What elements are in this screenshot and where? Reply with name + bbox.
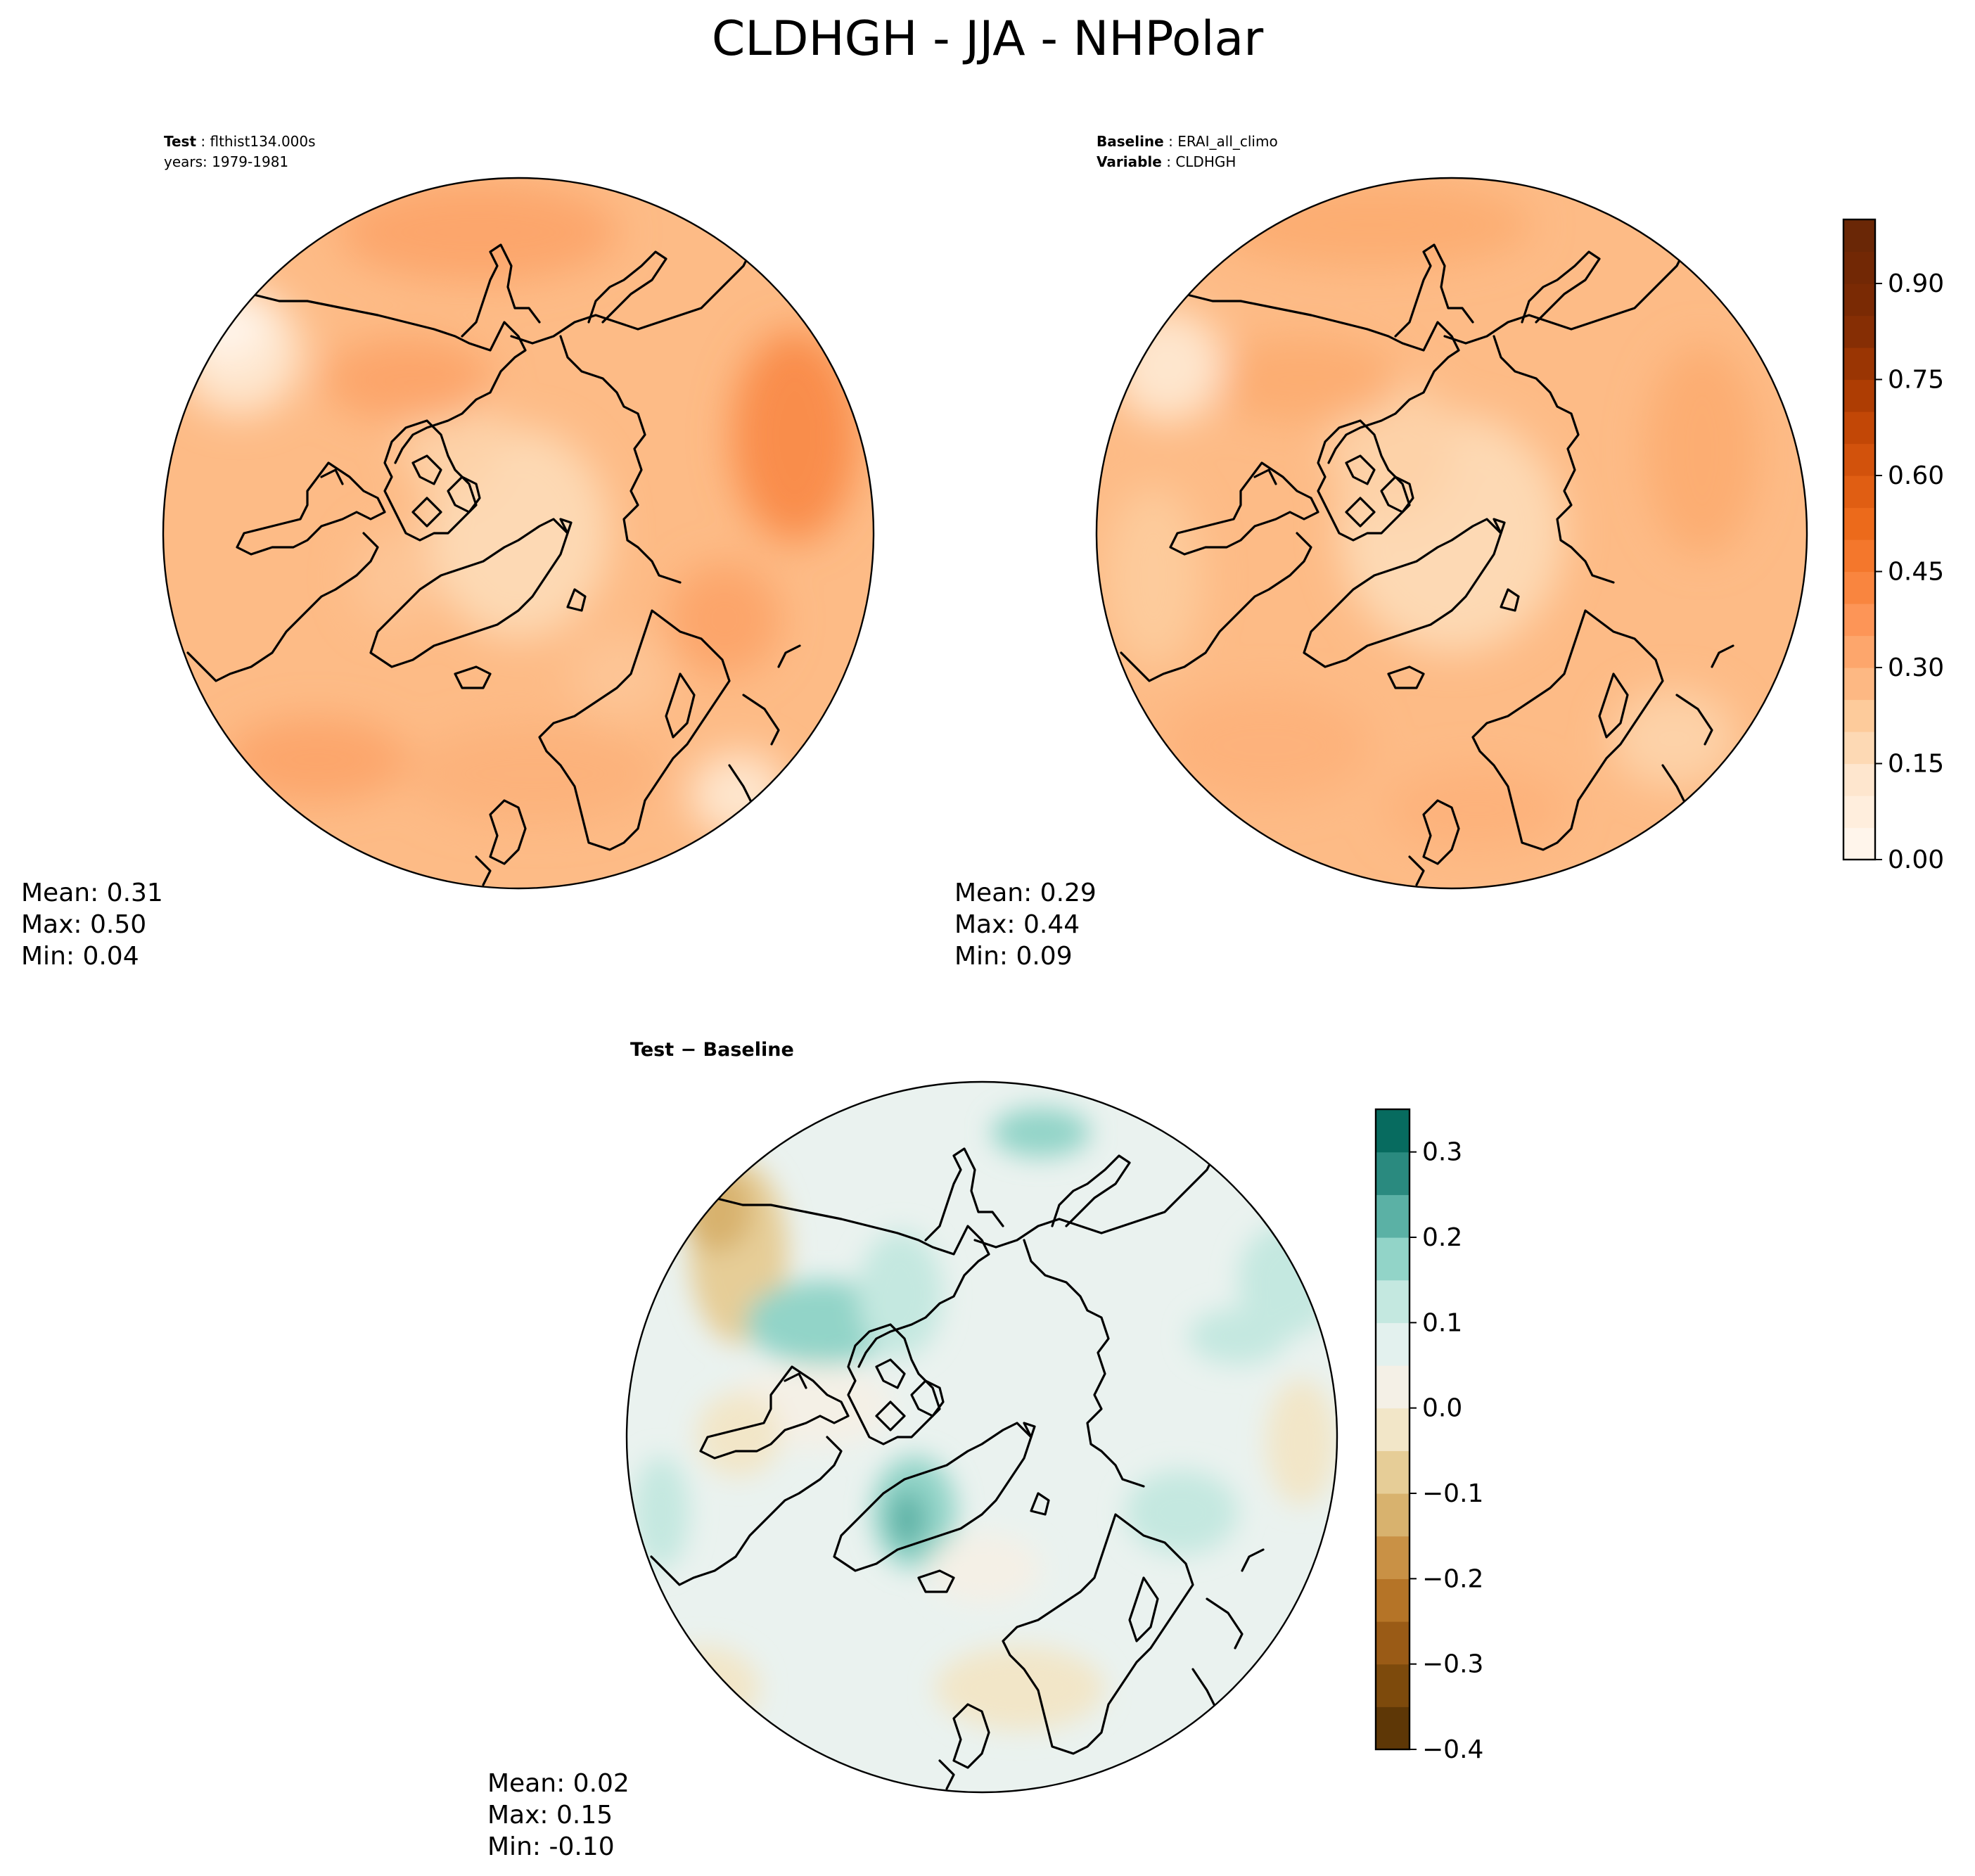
main-colorbar-segment bbox=[1843, 411, 1875, 445]
main-colorbar-segment bbox=[1843, 315, 1875, 348]
main-colorbar-segment bbox=[1843, 699, 1875, 732]
diff-map-border bbox=[625, 1080, 1338, 1794]
main-colorbar-tick-label: 0.15 bbox=[1888, 750, 1944, 779]
diff-colorbar-tick-label: −0.2 bbox=[1422, 1564, 1483, 1593]
test-header-label: Test bbox=[164, 133, 196, 150]
baseline-header-label: Baseline bbox=[1097, 133, 1164, 150]
main-colorbar-tick-label: 0.00 bbox=[1888, 846, 1944, 874]
test-mean: Mean: 0.31 bbox=[21, 879, 163, 907]
main-colorbar-segment bbox=[1843, 219, 1875, 253]
main-colorbar-segment bbox=[1843, 796, 1875, 829]
diff-colorbar-tick-label: 0.0 bbox=[1422, 1394, 1462, 1423]
baseline-header: Baseline : ERAI_all_climo bbox=[1097, 133, 1278, 150]
test-header-value: flthist134.000s bbox=[210, 133, 315, 150]
diff-colorbar-segment bbox=[1376, 1194, 1410, 1238]
diff-colorbar-segment bbox=[1376, 1280, 1410, 1323]
test-map bbox=[163, 178, 874, 888]
diff-colorbar-tick-label: −0.4 bbox=[1422, 1735, 1483, 1764]
diff-colorbar-tick-label: −0.1 bbox=[1422, 1479, 1483, 1508]
main-colorbar-segment bbox=[1843, 507, 1875, 540]
main-colorbar-tick-label: 0.90 bbox=[1888, 269, 1944, 298]
baseline-map bbox=[1097, 178, 1807, 888]
baseline-variable: Variable : CLDHGH bbox=[1097, 153, 1236, 170]
test-subheader: years: 1979-1981 bbox=[164, 153, 288, 170]
diff-mean: Mean: 0.02 bbox=[487, 1769, 629, 1798]
main-colorbar-segment bbox=[1843, 540, 1875, 573]
diff-panel: Test − Baseline bbox=[487, 1039, 1338, 1861]
main-colorbar-segment bbox=[1843, 668, 1875, 701]
diff-colorbar-segment bbox=[1376, 1109, 1410, 1153]
main-colorbar-segment bbox=[1843, 763, 1875, 796]
colorbar-diff: −0.4 −0.3 −0.2 −0.1 0.0 0.1 0.2 0.3 bbox=[1374, 1108, 1483, 1764]
diff-colorbar-tick-label: 0.3 bbox=[1422, 1138, 1462, 1167]
baseline-max: Max: 0.44 bbox=[954, 910, 1080, 939]
baseline-mean: Mean: 0.29 bbox=[954, 879, 1097, 907]
baseline-var-label: Variable bbox=[1097, 153, 1162, 170]
baseline-map-border bbox=[1095, 177, 1808, 890]
diff-title: Test − Baseline bbox=[630, 1039, 794, 1061]
diff-colorbar-segment bbox=[1376, 1365, 1410, 1409]
baseline-min: Min: 0.09 bbox=[954, 942, 1073, 971]
diff-colorbar-segment bbox=[1376, 1237, 1410, 1281]
test-map-border bbox=[162, 177, 875, 890]
diff-colorbar-segment bbox=[1376, 1536, 1410, 1579]
main-colorbar-segment bbox=[1843, 827, 1875, 860]
diff-min: Min: -0.10 bbox=[487, 1832, 615, 1861]
main-colorbar-frame bbox=[1842, 218, 1877, 861]
diff-colorbar-tick-label: 0.1 bbox=[1422, 1308, 1462, 1337]
diff-colorbar-segment bbox=[1376, 1664, 1410, 1707]
diff-colorbar-tick-label: 0.2 bbox=[1422, 1223, 1462, 1252]
diff-colorbar-tick-label: −0.3 bbox=[1422, 1650, 1483, 1679]
baseline-header-value: ERAI_all_climo bbox=[1177, 133, 1278, 150]
diff-colorbar-segment bbox=[1376, 1151, 1410, 1195]
diff-max: Max: 0.15 bbox=[487, 1801, 613, 1830]
main-colorbar-segment bbox=[1843, 443, 1875, 476]
main-colorbar-tick-label: 0.75 bbox=[1888, 366, 1944, 395]
main-colorbar-segment bbox=[1843, 283, 1875, 317]
main-colorbar-tick-label: 0.30 bbox=[1888, 653, 1944, 682]
main-colorbar-tick-label: 0.60 bbox=[1888, 461, 1944, 490]
diff-colorbar-segment bbox=[1376, 1706, 1410, 1750]
main-colorbar-segment bbox=[1843, 476, 1875, 509]
baseline-header-sep: : bbox=[1168, 133, 1177, 150]
test-max: Max: 0.50 bbox=[21, 910, 146, 939]
diff-colorbar-segment bbox=[1376, 1578, 1410, 1622]
baseline-var-value: CLDHGH bbox=[1175, 153, 1236, 170]
baseline-panel: Baseline : ERAI_all_climo Variable : CLD… bbox=[954, 133, 1808, 971]
main-colorbar-segment bbox=[1843, 347, 1875, 381]
diff-colorbar-segment bbox=[1376, 1621, 1410, 1665]
main-colorbar-tick-label: 0.45 bbox=[1888, 558, 1944, 587]
main-colorbar-segment bbox=[1843, 251, 1875, 284]
diff-colorbar-segment bbox=[1376, 1450, 1410, 1494]
test-panel: Test : flthist134.000s years: 1979-1981 bbox=[21, 133, 875, 971]
diff-map bbox=[627, 1082, 1337, 1792]
diff-colorbar-frame bbox=[1374, 1108, 1411, 1751]
diff-colorbar-segment bbox=[1376, 1408, 1410, 1451]
baseline-var-sep: : bbox=[1166, 153, 1175, 170]
test-header-sep: : bbox=[200, 133, 210, 150]
main-colorbar-segment bbox=[1843, 732, 1875, 765]
diff-colorbar-segment bbox=[1376, 1322, 1410, 1366]
test-min: Min: 0.04 bbox=[21, 942, 139, 971]
main-colorbar-segment bbox=[1843, 379, 1875, 412]
main-colorbar-segment bbox=[1843, 571, 1875, 604]
colorbar-main: 0.00 0.15 0.30 0.45 0.60 0.75 0.90 bbox=[1842, 218, 1944, 874]
diff-colorbar-segment bbox=[1376, 1493, 1410, 1537]
figure-title: CLDHGH - JJA - NHPolar bbox=[712, 11, 1263, 67]
main-colorbar-segment bbox=[1843, 635, 1875, 668]
test-header: Test : flthist134.000s bbox=[164, 133, 316, 150]
main-colorbar-segment bbox=[1843, 604, 1875, 637]
